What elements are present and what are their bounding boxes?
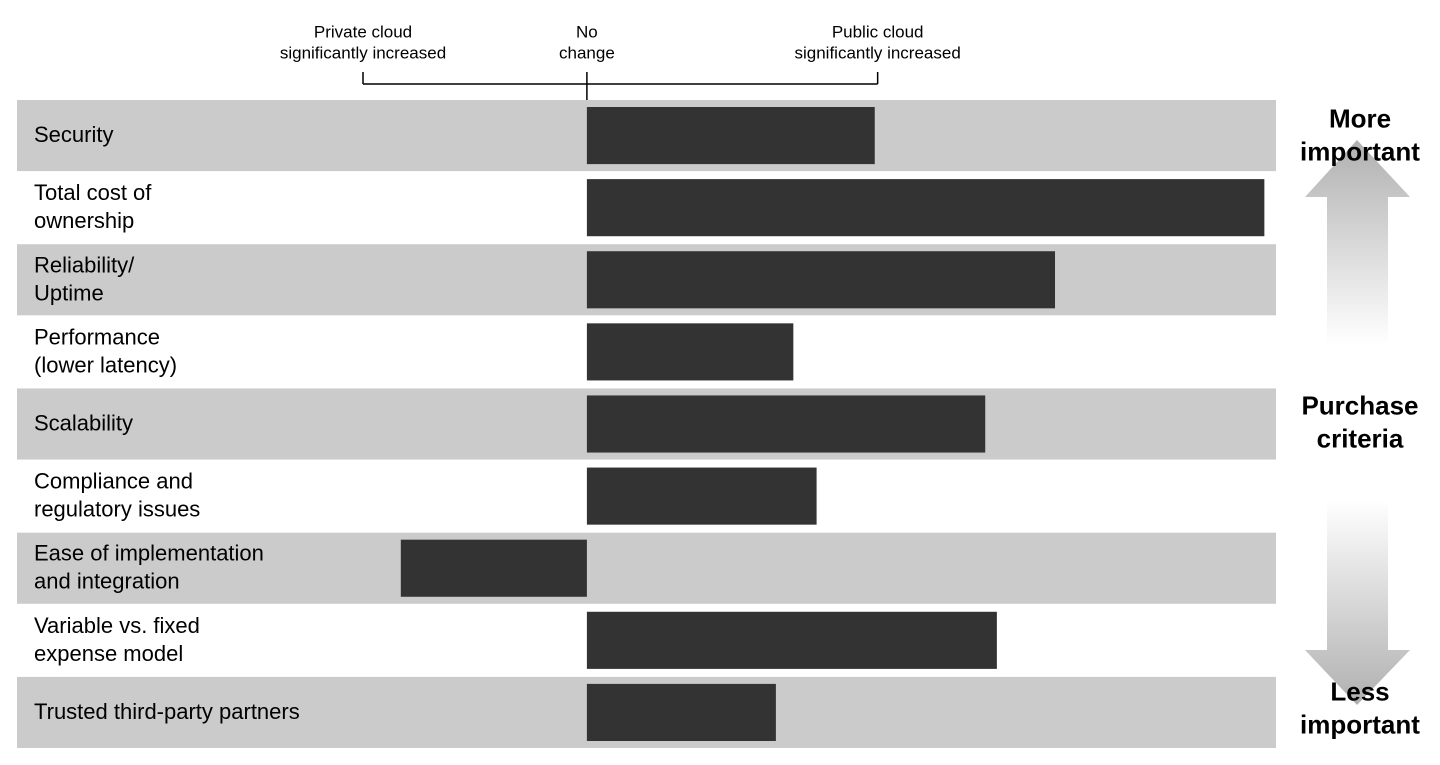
bar bbox=[586, 179, 1265, 237]
bar bbox=[586, 395, 986, 453]
annotation: More important bbox=[1300, 103, 1420, 166]
bar bbox=[586, 323, 794, 381]
category-label: Compliance and regulatory issues bbox=[34, 468, 200, 521]
annotation: Less important bbox=[1300, 676, 1420, 739]
category-label: Ease of implementation and integration bbox=[34, 541, 264, 594]
x-tick-label: No change bbox=[559, 23, 615, 63]
bar bbox=[586, 251, 1056, 309]
bar bbox=[586, 683, 776, 741]
annotation: Purchase criteria bbox=[1301, 390, 1418, 453]
category-label: Total cost of ownership bbox=[34, 180, 152, 233]
category-label: Security bbox=[34, 122, 113, 147]
bar bbox=[586, 611, 997, 669]
bar bbox=[586, 107, 875, 165]
category-label: Performance (lower latency) bbox=[34, 324, 177, 377]
bar bbox=[586, 467, 817, 525]
up-arrow bbox=[1305, 140, 1410, 345]
x-tick-label: Public cloud significantly increased bbox=[794, 23, 960, 63]
category-label: Scalability bbox=[34, 410, 133, 435]
row-band bbox=[17, 532, 1276, 604]
x-tick-label: Private cloud significantly increased bbox=[280, 23, 446, 63]
category-label: Reliability/Uptime bbox=[34, 252, 135, 305]
category-label: Trusted third-party partners bbox=[34, 699, 300, 724]
bar bbox=[400, 539, 587, 597]
category-label: Variable vs. fixed expense model bbox=[34, 613, 200, 666]
down-arrow bbox=[1305, 500, 1410, 705]
